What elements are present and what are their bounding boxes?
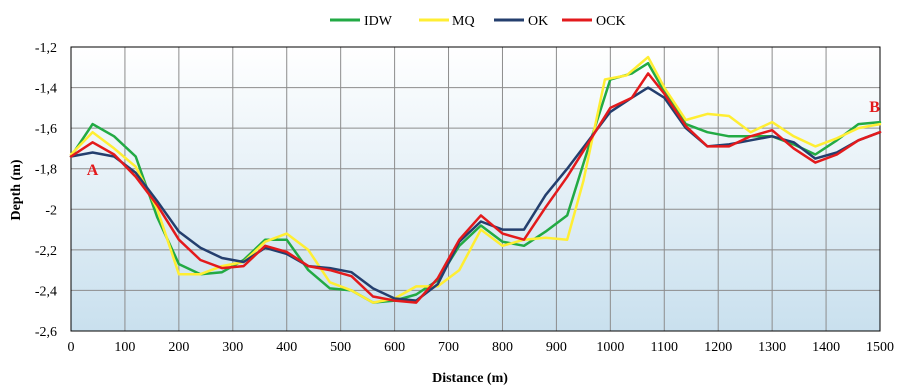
series-line-mq — [69, 55, 882, 304]
x-tick-label: 1200 — [704, 340, 732, 355]
x-tick-label: 1500 — [866, 340, 894, 355]
legend-label-ok: OK — [528, 14, 548, 29]
y-axis-title: Depth (m) — [9, 159, 24, 220]
x-tick-label: 1300 — [758, 340, 786, 355]
x-tick-label: 100 — [114, 340, 135, 355]
endpoint-label-b: B — [869, 99, 880, 116]
x-tick-label: 900 — [546, 340, 567, 355]
x-tick-label: 0 — [68, 340, 75, 355]
legend-label-ock: OCK — [596, 14, 626, 29]
x-tick-label: 800 — [492, 340, 513, 355]
x-tick-label: 1400 — [812, 340, 840, 355]
x-tick-label: 1000 — [596, 340, 624, 355]
x-axis-ticks: 0 100 200 300 400 500 600 700 800 900 1000 1100 1200… — [68, 340, 895, 355]
x-tick-label: 700 — [438, 340, 459, 355]
x-tick-label: 600 — [384, 340, 405, 355]
plot-border — [70, 46, 881, 332]
annotations: AB — [87, 99, 881, 179]
y-tick-label: -2,4 — [35, 284, 57, 299]
legend-label-mq: MQ — [452, 14, 475, 29]
series-line-ock — [69, 72, 882, 304]
x-tick-label: 200 — [168, 340, 189, 355]
legend: IDW MQ OK OCK — [330, 14, 626, 29]
x-tick-label: 300 — [222, 340, 243, 355]
series-line-idw — [69, 61, 882, 304]
y-tick-label: -1,2 — [35, 41, 57, 56]
x-tick-label: 1100 — [651, 340, 678, 355]
series-line-ok — [69, 86, 882, 302]
y-tick-label: -1,8 — [35, 163, 57, 178]
plot-area — [71, 47, 880, 331]
endpoint-label-a: A — [87, 162, 99, 179]
y-tick-label: -1,4 — [35, 82, 57, 97]
series-layer — [69, 55, 882, 304]
y-tick-label: -2,6 — [35, 325, 57, 340]
y-tick-label: -1,6 — [35, 122, 57, 137]
y-tick-label: -2 — [45, 203, 57, 218]
legend-label-idw: IDW — [364, 14, 393, 29]
y-axis-ticks: -1,2 -1,4 -1,6 -1,8 -2 -2,2 -2,4 -2,6 — [35, 41, 57, 340]
x-tick-label: 400 — [276, 340, 297, 355]
x-tick-label: 500 — [330, 340, 351, 355]
y-tick-label: -2,2 — [35, 244, 57, 259]
x-axis-title: Distance (m) — [432, 371, 508, 386]
